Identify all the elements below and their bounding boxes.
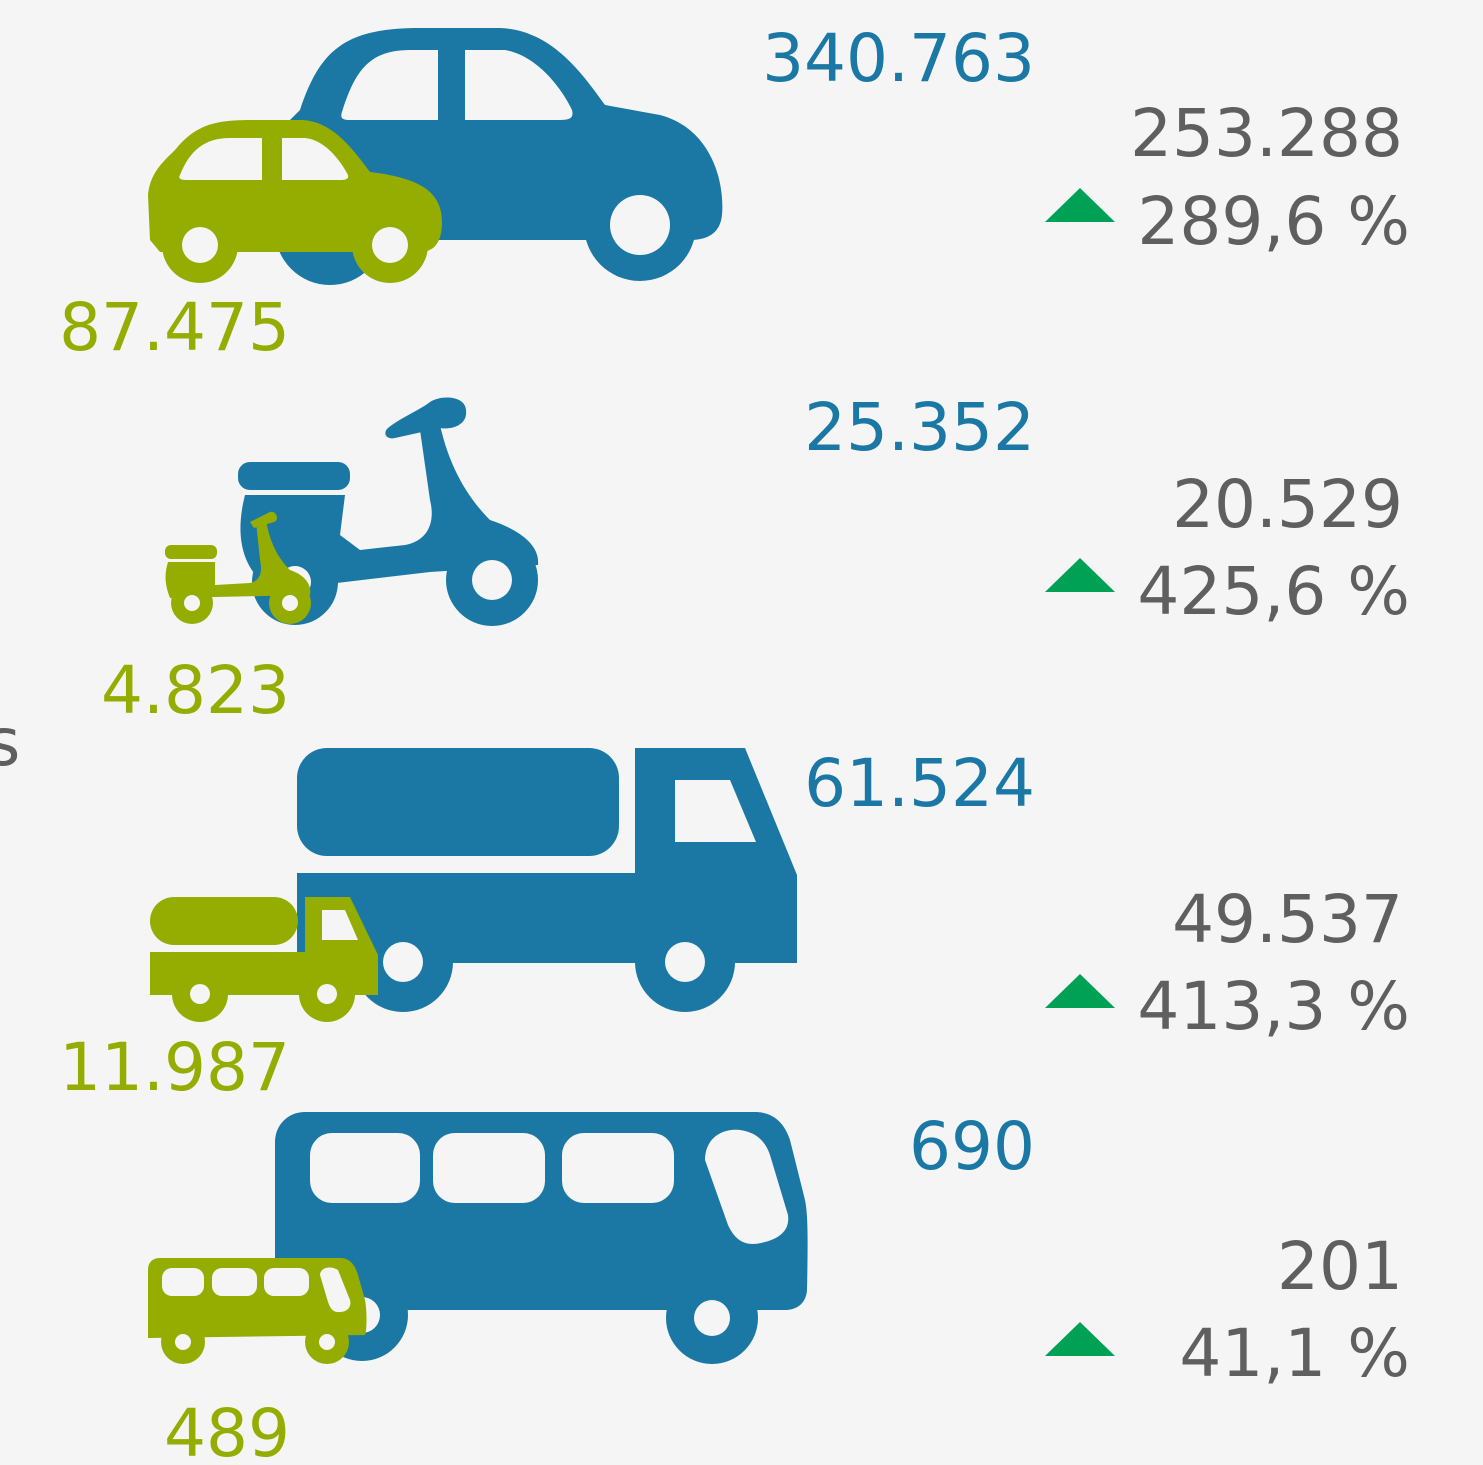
blue-value: 61.524 [804,745,1035,822]
green-value: 4.823 [101,652,290,729]
green-value: 11.987 [59,1029,290,1106]
scooter-icon-green [165,511,311,624]
green-value: 489 [164,1395,290,1465]
percent-change: 425,6 % [1137,553,1410,630]
blue-value: 690 [909,1108,1035,1185]
percent-change: 413,3 % [1137,968,1410,1045]
blue-value: 25.352 [804,389,1035,466]
up-arrow [1045,974,1115,1008]
car-icon-green [148,120,442,283]
bus-icon-blue [275,1112,808,1364]
green-value: 87.475 [59,289,290,366]
up-arrow [1045,558,1115,592]
blue-value: 340.763 [762,20,1035,97]
change-value: 253.288 [1130,95,1403,172]
change-value: 20.529 [1172,466,1403,543]
percent-change: 41,1 % [1179,1315,1410,1392]
up-arrow [1045,188,1115,222]
percent-change: 289,6 % [1137,183,1410,260]
truck-icon-blue [297,748,797,1012]
truck-icon-green [150,897,378,1022]
change-value: 201 [1277,1228,1403,1305]
bus-icon-green [148,1258,367,1364]
up-arrow [1045,1322,1115,1356]
side-label: s [0,704,20,781]
change-value: 49.537 [1172,881,1403,958]
